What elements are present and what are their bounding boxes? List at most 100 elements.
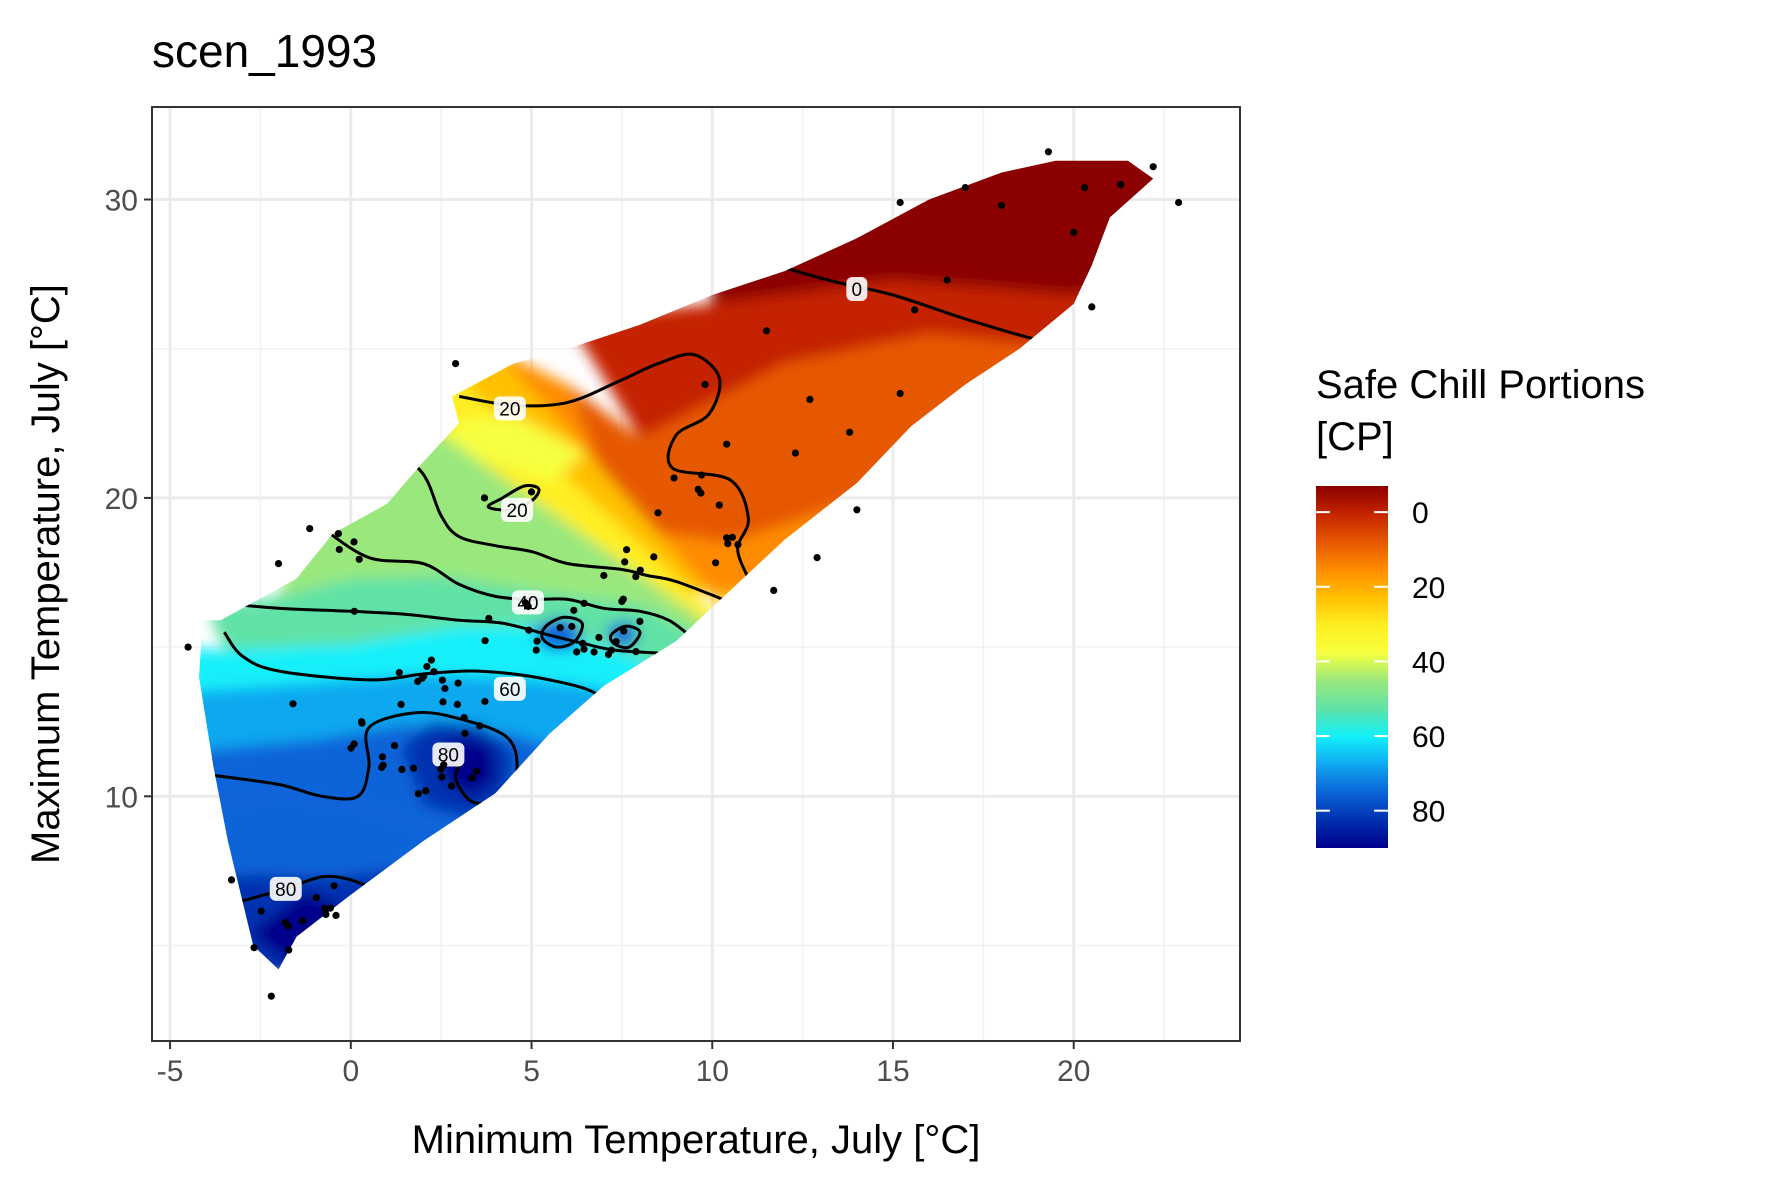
station-point	[420, 672, 428, 680]
station-point	[620, 627, 628, 635]
contour-label-text: 60	[499, 680, 520, 701]
station-points	[184, 148, 1183, 1000]
station-point	[846, 428, 854, 436]
station-point	[330, 882, 338, 890]
contour-lines	[213, 257, 1093, 903]
legend-tick-label: 20	[1412, 572, 1445, 605]
x-tick-label: 0	[342, 1055, 359, 1088]
station-point	[1070, 228, 1078, 236]
station-point	[896, 198, 904, 207]
station-point	[1044, 148, 1052, 156]
y-axis: 10 20 30	[105, 185, 152, 814]
station-point	[473, 767, 481, 776]
contour-line	[385, 440, 731, 604]
station-point	[423, 662, 431, 671]
station-point	[439, 698, 447, 706]
station-point	[334, 530, 342, 538]
contour-label: 80	[432, 742, 465, 767]
legend-colorbar	[1316, 486, 1388, 848]
heatmap-band	[206, 575, 785, 698]
station-point	[397, 700, 405, 709]
station-point	[723, 534, 731, 542]
station-point	[1149, 163, 1157, 171]
station-point	[355, 555, 363, 563]
station-point	[379, 761, 387, 769]
station-point	[358, 719, 366, 727]
station-point	[409, 764, 418, 772]
contour-label-bg	[501, 497, 534, 522]
heatmap-band	[567, 259, 1154, 439]
station-point	[430, 668, 438, 676]
contour-label: 60	[493, 676, 526, 701]
station-point	[485, 614, 493, 623]
station-point	[335, 545, 343, 554]
station-point	[461, 729, 469, 738]
station-point	[285, 946, 293, 954]
station-point	[350, 538, 358, 546]
station-point	[568, 622, 576, 631]
x-axis: -5 0 5 10 15 20	[157, 1041, 1090, 1088]
y-tick-label: 20	[105, 483, 138, 516]
station-point	[911, 306, 919, 314]
contour-line	[213, 710, 519, 805]
station-point	[600, 571, 608, 580]
contour-label-bg	[846, 277, 868, 302]
station-point	[476, 722, 484, 730]
station-point	[350, 607, 358, 615]
station-point	[701, 380, 709, 389]
station-point	[632, 573, 640, 581]
station-point	[350, 740, 358, 748]
station-point	[791, 449, 800, 457]
station-point	[332, 911, 340, 920]
contour-line	[458, 352, 750, 580]
station-point	[267, 992, 275, 1000]
legend: Safe Chill Portions [CP] 0 20 40 60 80	[1316, 363, 1645, 848]
station-point	[326, 904, 334, 912]
station-point	[619, 595, 627, 603]
station-point	[650, 553, 658, 561]
station-point	[762, 327, 771, 335]
contour-line	[213, 600, 659, 655]
station-point	[414, 677, 422, 686]
station-point	[453, 700, 461, 709]
station-point	[806, 395, 814, 403]
contour-line	[321, 526, 713, 643]
x-tick-label: 20	[1057, 1055, 1090, 1088]
station-point	[1175, 198, 1183, 207]
legend-tick-label: 60	[1412, 721, 1445, 754]
station-point	[1088, 303, 1096, 311]
station-point	[438, 676, 446, 684]
station-point	[623, 546, 631, 554]
station-point	[527, 488, 536, 496]
station-point	[480, 494, 489, 502]
station-point	[441, 684, 449, 693]
station-point	[525, 626, 533, 634]
station-point	[636, 566, 644, 574]
contour-labels: 0202040608080	[269, 277, 868, 901]
station-point	[440, 761, 448, 769]
station-point	[580, 599, 588, 607]
contour-label-text: 20	[507, 501, 528, 522]
contour-label-text: 20	[499, 399, 520, 420]
station-point	[312, 894, 320, 902]
station-point	[698, 471, 706, 479]
y-axis-title: Maximum Temperature, July [°C]	[24, 284, 68, 864]
station-point	[573, 648, 581, 656]
station-point	[1117, 181, 1125, 189]
station-point	[670, 474, 678, 482]
station-point	[607, 646, 616, 654]
contour-label: 80	[269, 876, 302, 901]
chart-title: scen_1993	[152, 25, 377, 77]
station-point	[579, 639, 587, 648]
legend-tick-label: 40	[1412, 646, 1445, 679]
station-point	[398, 765, 406, 774]
heatmap-band	[712, 160, 1154, 304]
station-point	[422, 787, 430, 795]
station-point	[468, 774, 476, 782]
contour-line	[223, 631, 616, 706]
station-point	[378, 753, 387, 761]
station-point	[532, 646, 540, 654]
station-point	[724, 540, 732, 548]
legend-title-line-1: Safe Chill Portions	[1316, 363, 1645, 407]
